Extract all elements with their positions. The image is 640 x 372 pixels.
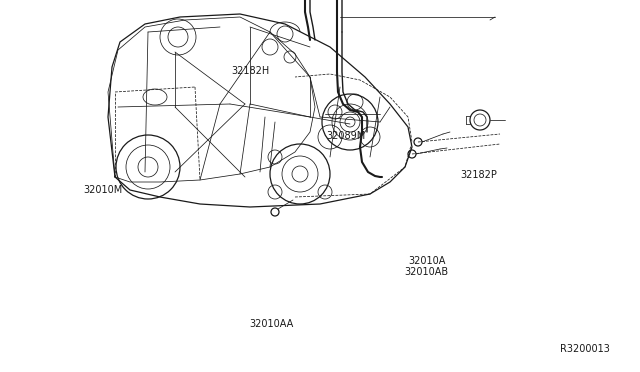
Text: 32010AB: 32010AB (404, 267, 449, 277)
Text: 32010AA: 32010AA (250, 320, 294, 329)
Text: 32010M: 32010M (83, 186, 122, 195)
Text: 32182H: 32182H (232, 66, 270, 76)
Text: R3200013: R3200013 (560, 344, 610, 354)
Text: 32010A: 32010A (408, 256, 445, 266)
Text: 32089M: 32089M (326, 131, 365, 141)
Text: 32182P: 32182P (461, 170, 498, 180)
